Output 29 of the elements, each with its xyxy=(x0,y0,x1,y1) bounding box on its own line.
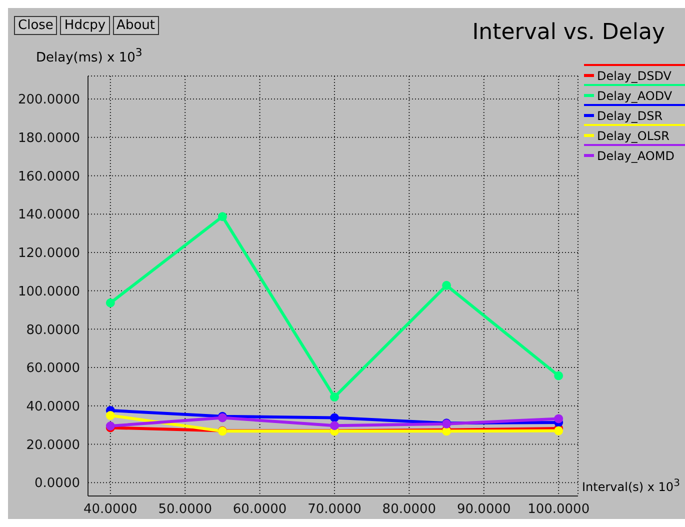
text: About xyxy=(112,16,159,35)
chart-title: Interval vs. Delay xyxy=(472,20,665,45)
text: Hdcpy xyxy=(60,16,110,35)
y-tick-label: 100.0000 xyxy=(18,284,80,300)
legend-label: Delay_AOMD xyxy=(597,148,674,162)
y-axis-title: Delay(ms) x 10$^{3}$ xyxy=(36,46,142,66)
x-tick-label: 60.0000 xyxy=(232,502,287,518)
text: Close xyxy=(14,16,58,35)
x-tick-label: 90.0000 xyxy=(457,502,511,518)
y-tick-label: 20.0000 xyxy=(26,438,80,453)
legend-label: Delay_OLSR xyxy=(597,128,670,142)
y-tick-label: 40.0000 xyxy=(26,399,80,414)
x-tick-label: 80.0000 xyxy=(382,502,436,518)
y-tick-label: 60.0000 xyxy=(26,361,80,376)
x-tick-label: 50.0000 xyxy=(158,502,212,518)
x-axis-title: Interval(s) x 10$^{3}$ xyxy=(582,478,680,494)
y-tick-label: 80.0000 xyxy=(26,322,80,338)
y-tick-label: 140.0000 xyxy=(18,208,80,223)
y-tick-label: 160.0000 xyxy=(18,169,80,184)
x-tick-label: 70.0000 xyxy=(308,502,362,518)
legend-label: Delay_AODV xyxy=(597,88,672,102)
x-tick-label: 40.0000 xyxy=(84,502,138,518)
legend-label: Delay_DSDV xyxy=(597,68,672,82)
legend-label: Delay_DSR xyxy=(597,108,663,122)
x-tick-label: 100.0000 xyxy=(528,502,590,518)
y-tick-label: 120.0000 xyxy=(18,246,80,262)
y-tick-label: 0.0000 xyxy=(34,476,80,492)
y-tick-label: 200.0000 xyxy=(18,92,80,108)
y-tick-label: 180.0000 xyxy=(18,130,80,146)
